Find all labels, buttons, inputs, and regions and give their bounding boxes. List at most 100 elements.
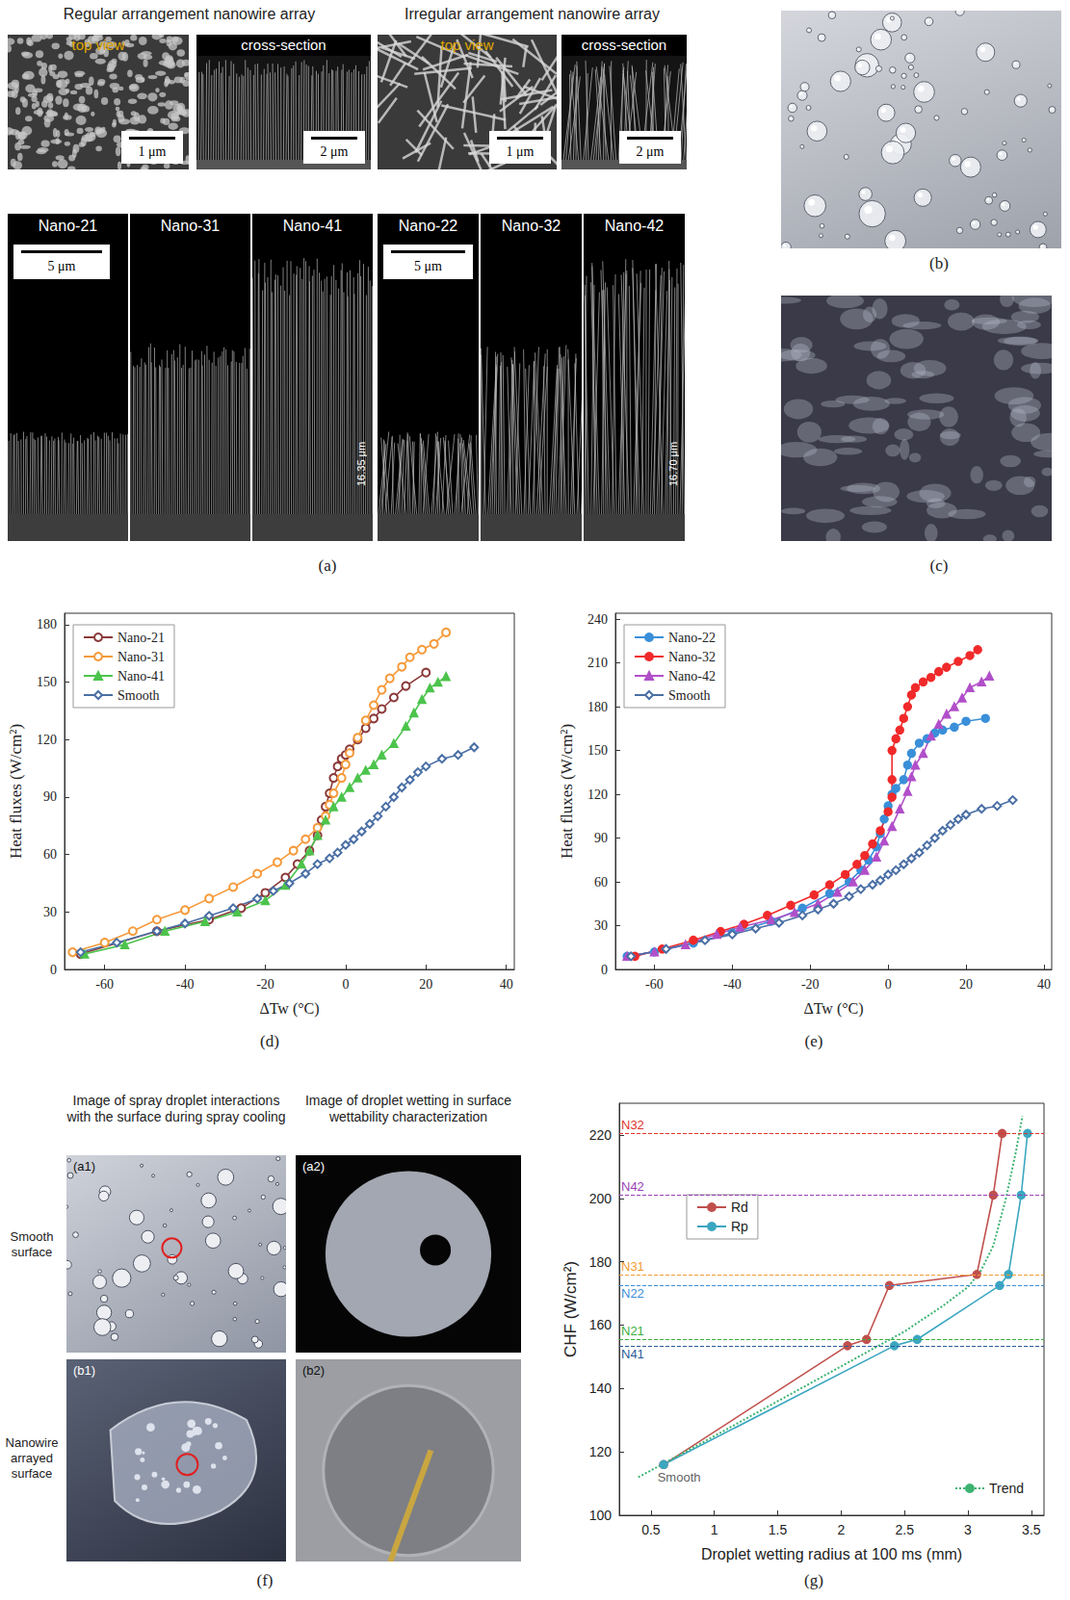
- html-text:5 μm: 5 μm: [414, 259, 443, 274]
- svg-text:N21: N21: [621, 1324, 645, 1339]
- svg-text:Heat fluxes (W/cm²): Heat fluxes (W/cm²): [557, 724, 576, 860]
- svg-text:-20: -20: [801, 977, 820, 992]
- html-text:Nano-32: Nano-32: [501, 217, 561, 235]
- html-text:top view: top view: [440, 36, 494, 53]
- html-text:(f): (f): [256, 1571, 274, 1591]
- svg-text:Nano-41: Nano-41: [117, 669, 165, 684]
- svg-text:60: 60: [594, 875, 608, 890]
- svg-text:90: 90: [43, 789, 57, 805]
- svg-text:200: 200: [589, 1191, 613, 1207]
- svg-text:N22: N22: [621, 1286, 645, 1302]
- svg-text:Rp: Rp: [730, 1219, 749, 1235]
- svg-text:Rd: Rd: [730, 1200, 749, 1216]
- html-text:(g): (g): [804, 1571, 824, 1591]
- svg-text:ΔTw (°C): ΔTw (°C): [803, 1000, 863, 1018]
- html-text:(c): (c): [929, 556, 949, 575]
- svg-text:Nano-32: Nano-32: [668, 650, 716, 665]
- svg-text:40: 40: [499, 977, 514, 992]
- svg-text:Nano-21: Nano-21: [117, 630, 165, 646]
- svg-text:30: 30: [594, 918, 608, 934]
- html-text:Irregular arrangement nanowire: Irregular arrangement nanowire array: [404, 5, 660, 23]
- html-text:2 μm: 2 μm: [320, 144, 349, 159]
- svg-text:120: 120: [587, 787, 608, 803]
- svg-text:150: 150: [587, 743, 608, 758]
- svg-text:180: 180: [587, 700, 608, 715]
- html-text:1 μm: 1 μm: [138, 144, 167, 159]
- svg-text:240: 240: [587, 612, 608, 627]
- svg-text:N41: N41: [621, 1347, 645, 1362]
- svg-text:20: 20: [418, 977, 433, 992]
- svg-text:90: 90: [594, 831, 608, 846]
- html-text:Nano-22: Nano-22: [398, 217, 458, 235]
- html-text:(b): (b): [929, 254, 949, 273]
- html-text:Nanowire arrayed surface: Nanowire arrayed surface: [5, 1435, 59, 1482]
- svg-text:100: 100: [589, 1508, 613, 1524]
- svg-text:0.5: 0.5: [641, 1522, 661, 1539]
- svg-text:0: 0: [50, 963, 57, 978]
- html-text:(b1): (b1): [73, 1363, 96, 1379]
- svg-text:120: 120: [589, 1444, 613, 1461]
- svg-text:220: 220: [589, 1127, 613, 1144]
- html-text:5 μm: 5 μm: [47, 259, 76, 274]
- svg-text:ΔTw (°C): ΔTw (°C): [259, 1000, 319, 1018]
- html-text:Smooth surface: Smooth surface: [10, 1229, 54, 1260]
- html-text:2 μm: 2 μm: [636, 144, 665, 159]
- html-text:1 μm: 1 μm: [506, 144, 535, 159]
- html-text:(a2): (a2): [302, 1159, 325, 1175]
- html-text:(a1): (a1): [73, 1159, 96, 1175]
- svg-text:N31: N31: [621, 1259, 645, 1275]
- svg-text:180: 180: [589, 1254, 613, 1271]
- svg-text:-40: -40: [176, 977, 195, 992]
- svg-text:Smooth: Smooth: [117, 688, 160, 704]
- svg-text:Nano-42: Nano-42: [668, 669, 716, 684]
- svg-text:1: 1: [710, 1522, 719, 1539]
- svg-text:3: 3: [964, 1522, 972, 1539]
- html-text:cross-section: cross-section: [581, 36, 667, 53]
- svg-text:20: 20: [959, 977, 973, 992]
- html-text:Nano-42: Nano-42: [604, 217, 664, 235]
- svg-text:210: 210: [587, 655, 608, 671]
- svg-text:-60: -60: [95, 977, 114, 992]
- svg-text:1.5: 1.5: [768, 1522, 788, 1539]
- svg-text:Smooth: Smooth: [657, 1470, 702, 1486]
- html-text:cross-section: cross-section: [241, 36, 327, 53]
- html-text:16.35 μm: 16.35 μm: [355, 442, 367, 487]
- svg-text:40: 40: [1037, 977, 1051, 992]
- svg-text:Trend: Trend: [989, 1481, 1024, 1497]
- svg-text:2: 2: [836, 1522, 845, 1539]
- svg-text:30: 30: [43, 905, 57, 920]
- html-text:Image of spray droplet interac: Image of spray droplet interactions with…: [66, 1093, 286, 1125]
- html-text:Nano-31: Nano-31: [160, 217, 220, 235]
- svg-text:Smooth: Smooth: [668, 688, 711, 704]
- svg-text:3.5: 3.5: [1021, 1522, 1042, 1539]
- svg-text:N42: N42: [621, 1179, 645, 1195]
- svg-text:0: 0: [885, 977, 892, 992]
- html-text:top view: top view: [71, 36, 125, 53]
- svg-text:CHF (W/cm²): CHF (W/cm²): [561, 1261, 580, 1358]
- svg-text:Droplet wetting radius at 100: Droplet wetting radius at 100 ms (mm): [701, 1546, 963, 1564]
- svg-text:140: 140: [589, 1381, 613, 1397]
- html-text:(d): (d): [260, 1032, 280, 1051]
- svg-text:N32: N32: [621, 1118, 645, 1133]
- svg-text:-60: -60: [645, 977, 664, 992]
- svg-text:Nano-31: Nano-31: [117, 650, 165, 665]
- html-text:(b2): (b2): [302, 1363, 325, 1379]
- svg-text:Heat fluxes (W/cm²): Heat fluxes (W/cm²): [6, 724, 26, 860]
- svg-text:2.5: 2.5: [894, 1522, 914, 1539]
- svg-text:Nano-22: Nano-22: [668, 630, 716, 646]
- html-text:Nano-41: Nano-41: [282, 217, 343, 235]
- svg-text:0: 0: [341, 977, 349, 992]
- svg-text:150: 150: [36, 675, 57, 690]
- svg-text:180: 180: [36, 617, 57, 632]
- svg-text:160: 160: [589, 1317, 613, 1333]
- html-text:Regular arrangement nanowire a: Regular arrangement nanowire array: [63, 5, 316, 23]
- html-text:Image of droplet wetting in su: Image of droplet wetting in surface wett…: [305, 1093, 512, 1125]
- svg-text:120: 120: [36, 732, 57, 748]
- svg-text:-40: -40: [723, 977, 742, 992]
- html-text:Nano-21: Nano-21: [38, 217, 98, 235]
- html-text:(e): (e): [804, 1032, 823, 1051]
- svg-text:-20: -20: [256, 977, 275, 992]
- html-text:(a): (a): [318, 556, 337, 575]
- svg-text:0: 0: [600, 963, 608, 978]
- svg-text:60: 60: [43, 847, 57, 862]
